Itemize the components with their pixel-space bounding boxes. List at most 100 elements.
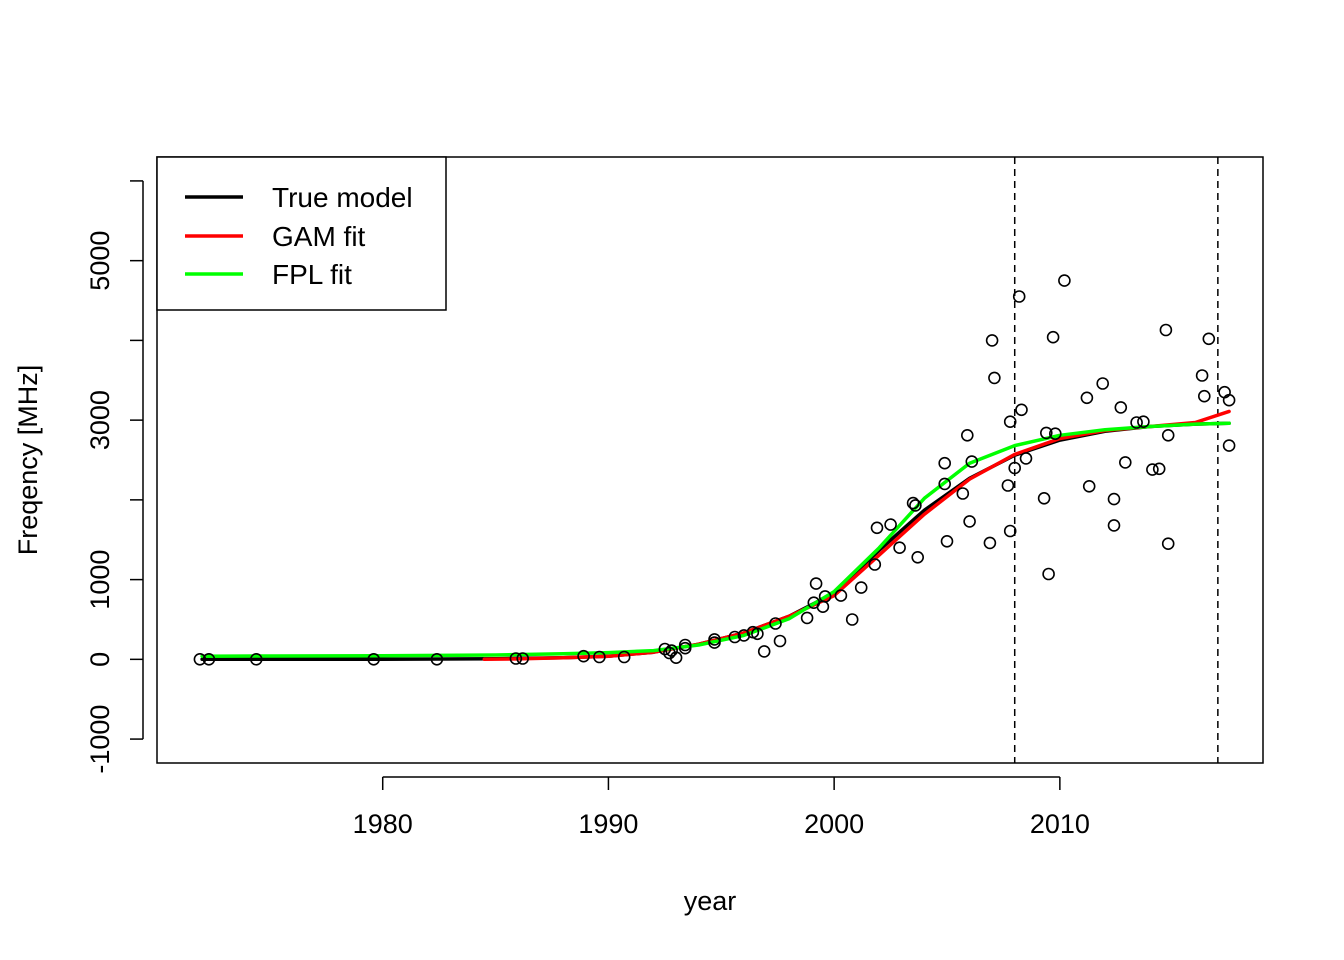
data-point <box>1107 492 1121 506</box>
data-point <box>893 541 906 555</box>
data-point <box>757 645 771 658</box>
data-point <box>1046 330 1060 344</box>
data-point <box>854 581 868 594</box>
vertical-dashed-lines <box>1013 157 1219 763</box>
data-point <box>708 633 721 646</box>
data-point <box>509 652 523 665</box>
data-point <box>906 496 920 510</box>
data-point <box>1058 274 1071 287</box>
y-tick-label: 5000 <box>85 231 115 291</box>
data-point <box>1096 377 1109 390</box>
y-tick-label: 1000 <box>85 550 115 610</box>
y-tick-label: 0 <box>85 652 115 667</box>
plot-frame <box>156 156 1264 764</box>
data-point <box>1146 463 1159 476</box>
y-axis: -1000 0 1000 3000 5000 <box>85 180 144 774</box>
data-point <box>1040 426 1053 440</box>
x-axis: 1980 1990 2000 2010 <box>353 776 1090 839</box>
legend-label-true-model: True model <box>272 182 413 213</box>
data-point <box>367 652 381 666</box>
data-point <box>1019 452 1033 465</box>
data-point <box>769 617 782 630</box>
data-point <box>988 371 1001 385</box>
data-point <box>193 652 207 666</box>
legend: True model GAM fit FPL fit <box>156 156 447 311</box>
series-layer <box>200 409 1231 662</box>
data-point <box>1003 415 1017 429</box>
x-axis-title: year <box>684 886 737 916</box>
data-point <box>1198 389 1211 403</box>
data-point <box>1042 567 1055 581</box>
data-point <box>249 652 263 666</box>
data-point <box>678 638 692 652</box>
data-point <box>800 611 814 625</box>
data-point <box>940 534 954 548</box>
data-point <box>983 536 997 550</box>
data-point <box>1107 519 1121 532</box>
series-line-fpl-fit <box>200 421 1231 658</box>
y-axis-title: Freqency [MHz] <box>13 365 43 556</box>
data-point <box>868 558 882 571</box>
data-point <box>965 455 979 468</box>
x-tick-label: 1990 <box>578 809 638 839</box>
data-point <box>202 652 216 666</box>
data-point <box>1202 332 1216 346</box>
data-point <box>593 650 606 664</box>
data-point <box>884 518 897 531</box>
data-point <box>938 477 952 491</box>
data-point <box>963 515 976 528</box>
data-point <box>1130 416 1143 429</box>
data-point <box>1119 456 1132 469</box>
data-point <box>1195 369 1209 382</box>
data-point <box>1137 415 1150 429</box>
data-point <box>728 630 742 644</box>
data-point <box>1080 391 1094 405</box>
data-point <box>516 652 530 665</box>
data-point <box>1037 491 1051 505</box>
data-point <box>909 499 922 512</box>
data-point <box>1161 428 1175 442</box>
data-point <box>1222 393 1236 407</box>
legend-label-gam-fit: GAM fit <box>272 221 366 252</box>
data-point <box>1008 461 1022 475</box>
data-point <box>1012 290 1026 303</box>
points-layer <box>193 274 1236 666</box>
data-point <box>751 627 764 641</box>
data-point <box>1001 479 1015 492</box>
y-tick-label: -1000 <box>85 705 115 774</box>
data-point <box>938 456 952 470</box>
data-point <box>773 634 787 648</box>
legend-box <box>156 156 447 311</box>
data-point <box>834 589 848 602</box>
data-point <box>809 577 823 590</box>
data-point <box>870 521 884 535</box>
data-point <box>960 428 974 442</box>
x-tick-label: 2010 <box>1030 809 1090 839</box>
data-point <box>1114 401 1128 414</box>
data-point <box>1159 323 1173 337</box>
data-point <box>669 651 683 665</box>
data-point <box>985 334 999 347</box>
data-point <box>1049 427 1062 441</box>
data-point <box>1161 537 1175 551</box>
x-tick-label: 1980 <box>353 809 413 839</box>
data-point <box>956 487 970 500</box>
data-point <box>617 650 631 664</box>
data-point <box>678 641 692 655</box>
data-point <box>1152 462 1166 476</box>
data-point <box>1082 479 1096 493</box>
y-tick-label: 3000 <box>85 390 115 450</box>
data-point <box>708 636 721 649</box>
data-point <box>1003 524 1017 538</box>
data-point <box>911 550 925 564</box>
x-tick-label: 2000 <box>804 809 864 839</box>
data-point <box>1222 439 1236 452</box>
data-point <box>430 652 444 666</box>
legend-label-fpl-fit: FPL fit <box>272 259 352 290</box>
data-point <box>577 649 590 663</box>
data-point <box>845 613 859 626</box>
data-point <box>1015 403 1028 417</box>
data-point <box>818 590 832 603</box>
